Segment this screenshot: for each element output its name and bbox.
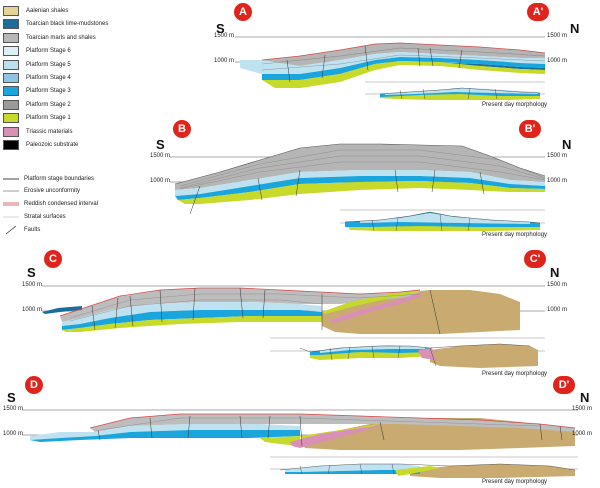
legend-item: Toarcian marls and shales: [3, 32, 96, 43]
section-d-diagram: [22, 409, 578, 478]
legend-label: Stratal surfaces: [24, 214, 66, 220]
section-c-elev-1500-right: 1500 m: [547, 282, 568, 288]
section-d-badge: D: [25, 376, 43, 394]
section-b-diagram: [170, 143, 546, 232]
section-d-elev-1000-right: 1000 m: [572, 431, 593, 437]
legend-swatch: [3, 140, 19, 150]
section-b-prime-badge: B': [519, 120, 541, 138]
legend-swatch: [3, 32, 19, 43]
legend-item: Platform Stage 2: [3, 99, 71, 110]
legend-line-item: Stratal surfaces: [3, 212, 66, 222]
section-a-caption: Present day morphology: [482, 102, 548, 108]
section-c-elev-1500-left: 1500 m: [22, 282, 43, 288]
legend-swatch: [3, 126, 19, 137]
section-d-caption: Present day morphology: [482, 479, 548, 485]
section-c-north-label: N: [550, 265, 560, 280]
legend-line-item: Faults: [3, 225, 40, 235]
legend-label: Paleozoic substrate: [26, 142, 79, 148]
section-c-prime-badge: C': [524, 250, 546, 268]
section-a-elev-1500-left: 1500 m: [214, 33, 235, 39]
legend-label: Platform Stage 5: [26, 61, 71, 68]
section-d-north-label: N: [580, 390, 590, 405]
legend-swatch: [3, 59, 19, 70]
section-b-north-label: N: [562, 137, 572, 152]
section-b-elev-1500-right: 1500 m: [547, 153, 568, 159]
section-c-south-label: S: [27, 265, 36, 280]
legend-label: Platform Stage 2: [26, 101, 71, 108]
section-c-badge: C: [44, 250, 62, 268]
section-b-caption: Present day morphology: [482, 232, 548, 238]
legend-item: Platform Stage 1: [3, 113, 71, 124]
legend-item: Paleozoic substrate: [3, 140, 78, 150]
section-c-elev-1000-left: 1000 m: [22, 307, 43, 313]
legend-label: Platform Stage 3: [26, 88, 71, 95]
section-d-elev-1500-right: 1500 m: [572, 406, 593, 412]
legend-item: Platform Stage 3: [3, 86, 71, 97]
legend-swatch: [3, 46, 19, 57]
legend-swatch: [3, 19, 19, 30]
legend-label: Erosive unconformity: [24, 188, 81, 194]
section-d-elev-1500-left: 1500 m: [3, 406, 24, 412]
legend-item: Platform Stage 4: [3, 73, 71, 83]
section-a-diagram: [235, 36, 546, 100]
section-b-south-label: S: [156, 137, 165, 152]
section-d-prime-badge: D': [553, 376, 575, 394]
section-c-diagram: [42, 285, 545, 368]
legend-line-item: Erosive unconformity: [3, 186, 80, 196]
section-d-elev-1000-left: 1000 m: [3, 431, 24, 437]
section-b-elev-1500-left: 1500 m: [150, 153, 171, 159]
section-b-badge: B: [173, 120, 191, 138]
legend-line-symbol: [5, 225, 17, 235]
legend-line-item: Platform stage boundaries: [3, 174, 94, 184]
legend-swatch: [3, 86, 19, 97]
section-a-badge: A: [234, 3, 252, 21]
legend-line-symbol: [3, 202, 19, 206]
section-d-south-label: S: [7, 390, 16, 405]
legend-label: Faults: [24, 227, 41, 233]
section-a-elev-1500-right: 1500 m: [547, 33, 568, 39]
section-a-prime-badge: A': [527, 3, 549, 21]
legend-swatch: [3, 113, 19, 124]
section-a-south-label: S: [216, 21, 225, 36]
legend-item: Aalenian shales: [3, 6, 68, 16]
section-c-elev-1000-right: 1000 m: [547, 307, 568, 313]
legend-line-item: Reddish condensed interval: [3, 199, 98, 209]
legend-label: Aalenian shales: [26, 8, 69, 14]
legend-label: Platform Stage 6: [26, 48, 71, 55]
legend-swatch: [3, 6, 19, 16]
legend-swatch: [3, 73, 19, 83]
legend-label: Platform Stage 1: [26, 115, 71, 122]
legend-swatch: [3, 99, 19, 110]
legend-label: Platform stage boundaries: [24, 176, 95, 182]
legend-label: Triassic materials: [26, 128, 73, 135]
section-b-elev-1000-left: 1000 m: [150, 178, 171, 184]
section-a-elev-1000-right: 1000 m: [547, 58, 568, 64]
legend-line-symbol: [3, 190, 19, 192]
legend-item: Platform Stage 5: [3, 59, 71, 70]
section-b-elev-1000-right: 1000 m: [547, 178, 568, 184]
legend-label: Platform Stage 4: [26, 75, 71, 81]
legend-label: Toarcian marls and shales: [26, 34, 96, 41]
legend-item: Toarcian black lime-mudstones: [3, 19, 109, 30]
legend-item: Platform Stage 6: [3, 46, 71, 57]
legend-line-symbol: [3, 216, 19, 218]
legend-item: Triassic materials: [3, 126, 73, 137]
legend-label: Reddish condensed interval: [24, 201, 99, 207]
section-a-elev-1000-left: 1000 m: [214, 58, 235, 64]
legend-line-symbol: [3, 178, 19, 180]
legend-label: Toarcian black lime-mudstones: [26, 21, 109, 28]
section-a-north-label: N: [570, 21, 580, 36]
section-c-caption: Present day morphology: [482, 371, 548, 377]
